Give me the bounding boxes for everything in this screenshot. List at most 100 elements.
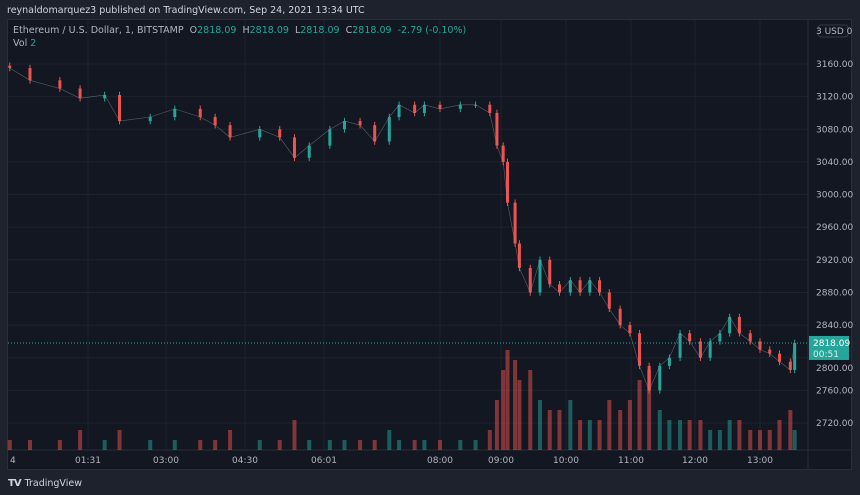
candle-body <box>528 267 532 293</box>
high-value: 2818.09 <box>249 25 289 36</box>
y-tick-label: 2840.00 <box>816 321 853 331</box>
y-tick-label: 3080.00 <box>816 125 853 135</box>
y-tick-label: 2720.00 <box>816 419 853 429</box>
y-tick-label: 2920.00 <box>816 256 853 266</box>
candle-body <box>698 341 702 358</box>
volume-bar <box>708 430 713 450</box>
volume-bar <box>758 430 762 450</box>
volume-bar <box>307 440 312 450</box>
open-value: 2818.09 <box>197 25 237 36</box>
price-path <box>9 67 795 392</box>
candle-body <box>517 243 521 268</box>
volume-bar <box>148 440 153 450</box>
candle-body <box>737 316 741 334</box>
x-tick-label: 03:00 <box>153 456 179 466</box>
volume-bar <box>748 430 753 450</box>
volume-bar <box>422 440 427 450</box>
candle-body <box>513 202 517 244</box>
y-tick-label: 3160.00 <box>816 60 853 70</box>
volume-bar <box>788 410 793 450</box>
candle-body <box>506 161 509 203</box>
last-price-label: 2818.09 <box>813 339 850 349</box>
volume-bar <box>117 430 122 450</box>
volume-bar <box>792 430 797 450</box>
candle-body <box>198 108 202 118</box>
volume-bar <box>528 370 533 450</box>
low-value: 2818.09 <box>300 25 340 36</box>
volume-bar <box>7 440 12 450</box>
candle-body <box>658 365 662 391</box>
candle-body <box>342 121 346 130</box>
candle-body <box>148 117 152 122</box>
candle-body <box>103 95 107 99</box>
tradingview-logo-icon: TV <box>8 478 22 489</box>
candle-body <box>708 341 712 358</box>
candle-body <box>78 88 82 99</box>
volume-bar <box>458 440 463 450</box>
x-tick-label: 04:30 <box>232 456 258 466</box>
chart-frame[interactable] <box>7 19 852 470</box>
candle-body <box>558 284 561 293</box>
volume-bar <box>358 440 363 450</box>
volume-bar <box>538 400 542 450</box>
volume-bar <box>597 420 602 450</box>
candle-body <box>213 117 217 126</box>
symbol-title: Ethereum / U.S. Dollar, 1, BITSTAMP <box>13 25 184 36</box>
volume-bar <box>627 400 632 450</box>
candle-body <box>667 357 671 366</box>
volume-bar <box>487 430 492 450</box>
volume-bar <box>637 380 642 450</box>
volume-bar <box>412 440 417 450</box>
change-value: -2.79 (-0.10%) <box>397 25 467 36</box>
candle-body <box>373 125 377 142</box>
candle-body <box>578 280 582 293</box>
candle-body <box>501 145 505 162</box>
candle-body <box>788 361 792 370</box>
candle-body <box>548 259 552 285</box>
candle-body <box>618 308 622 326</box>
brand-name: TradingView <box>24 478 82 489</box>
volume-bar <box>687 420 692 450</box>
candle-body <box>718 333 722 342</box>
candle-body <box>228 125 232 138</box>
x-tick-label: 12:00 <box>682 456 708 466</box>
volume-bar <box>387 430 392 450</box>
y-tick-label: 2760.00 <box>816 386 853 396</box>
candle-body <box>118 95 122 122</box>
candle-body <box>758 341 762 350</box>
candle-body <box>422 104 426 113</box>
volume-bar <box>727 420 732 450</box>
candle-body <box>397 104 401 118</box>
currency-badge-label: 3 USD 0 <box>816 27 853 37</box>
x-tick-label: 4 <box>10 456 16 466</box>
candle-body <box>438 104 442 109</box>
volume-bar <box>494 400 499 450</box>
volume-bar <box>342 440 347 450</box>
volume-bar <box>647 370 652 450</box>
volume-bar <box>547 410 552 450</box>
volume-bar <box>557 410 562 450</box>
currency-badge <box>817 24 849 38</box>
candle-body <box>413 104 417 113</box>
candle-body <box>728 316 732 334</box>
volume-bar <box>438 440 442 450</box>
candle-body <box>538 259 542 293</box>
x-tick-label: 11:00 <box>618 456 644 466</box>
volume-bar <box>667 420 672 450</box>
candle-body <box>688 333 692 342</box>
volume-bar <box>172 440 177 450</box>
volume-bar <box>513 360 518 450</box>
close-value: 2818.09 <box>352 25 392 36</box>
volume-bar <box>292 420 297 450</box>
volume-bar <box>257 440 262 450</box>
candle-body <box>278 129 282 138</box>
y-tick-label: 3040.00 <box>816 158 853 168</box>
tradingview-brand[interactable]: TV TradingView <box>8 478 82 489</box>
last-price-badge <box>809 335 849 360</box>
volume-bar <box>777 420 782 450</box>
candle-body <box>598 280 602 293</box>
volume-bar <box>607 400 612 450</box>
volume-bar <box>78 430 83 450</box>
candle-body <box>568 280 572 293</box>
